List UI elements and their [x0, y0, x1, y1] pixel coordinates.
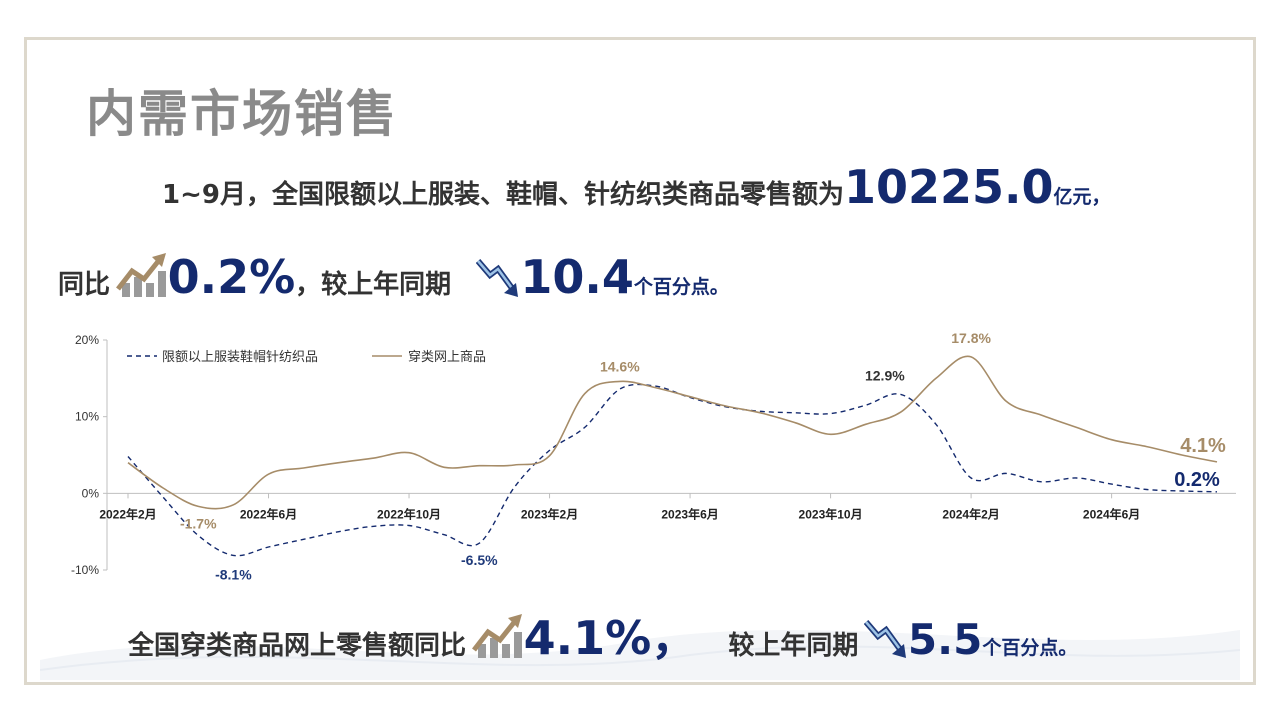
retail-sales-unit: 亿元，	[1053, 186, 1111, 208]
declining-arrow-icon	[863, 620, 906, 658]
yoy-growth-value: 0.2%	[167, 250, 296, 304]
data-label-4: -1.7%	[180, 515, 217, 531]
x-tick-label: 2024年6月	[1083, 506, 1140, 521]
summary-text: 1~9月，全国限额以上服装、鞋帽、针纺织类商品零售额为	[162, 180, 844, 210]
slide-frame	[24, 37, 1256, 685]
series-line-1	[127, 355, 1218, 510]
x-tick-label: 2022年10月	[377, 506, 441, 521]
yoy-change-value: 10.4	[520, 250, 634, 304]
x-tick-label: 2023年10月	[799, 506, 863, 521]
data-label-1: -6.5%	[461, 552, 498, 568]
change-unit: 个百分点。	[633, 276, 729, 298]
rising-bar-chart-icon	[115, 253, 166, 297]
summary-line-2: 同比 0.2%，较上年同期 10.4个百分点。	[58, 250, 729, 304]
decorative-wave	[40, 630, 1240, 680]
x-tick-label: 2023年2月	[521, 506, 578, 521]
compare-text-2: 较上年同期	[728, 631, 859, 661]
x-tick-label: 2022年6月	[240, 506, 297, 521]
y-tick-label: 0%	[82, 486, 100, 500]
online-change-value: 5.5	[907, 615, 983, 664]
y-tick-label: -10%	[71, 563, 99, 577]
rising-bar-chart-icon	[471, 614, 522, 658]
data-label-7: 4.1%	[1180, 435, 1226, 457]
yoy-prefix: 同比	[58, 270, 111, 300]
summary-line-3: 全国穿类商品网上零售额同比 4.1%， 较上年同期 5.5个百分点。	[128, 602, 1077, 668]
data-label-0: -8.1%	[215, 566, 252, 582]
retail-sales-value: 10225.0	[843, 160, 1054, 214]
legend-label-0: 限额以上服装鞋帽针纺织品	[162, 349, 318, 364]
y-tick-label: 10%	[75, 410, 99, 424]
series-line-0	[127, 383, 1218, 557]
online-sales-prefix: 全国穿类商品网上零售额同比	[128, 631, 467, 661]
online-growth-value: 4.1%，	[523, 611, 698, 665]
y-tick-label: 20%	[75, 333, 99, 347]
summary-line-1: 1~9月，全国限额以上服装、鞋帽、针纺织类商品零售额为10225.0亿元，	[162, 160, 1111, 214]
data-label-2: 12.9%	[865, 367, 905, 383]
x-tick-label: 2023年6月	[661, 506, 718, 521]
page-title: 内需市场销售	[86, 85, 398, 143]
change-unit-2: 个百分点。	[982, 637, 1078, 659]
compare-text: ，较上年同期	[295, 270, 452, 300]
x-tick-label: 2024年2月	[942, 506, 999, 521]
data-label-3: 0.2%	[1174, 469, 1220, 491]
data-label-5: 14.6%	[600, 358, 640, 374]
declining-arrow-icon	[476, 259, 519, 297]
x-tick-label: 2022年2月	[99, 506, 156, 521]
legend-label-1: 穿类网上商品	[408, 349, 486, 364]
data-label-6: 17.8%	[951, 330, 991, 346]
